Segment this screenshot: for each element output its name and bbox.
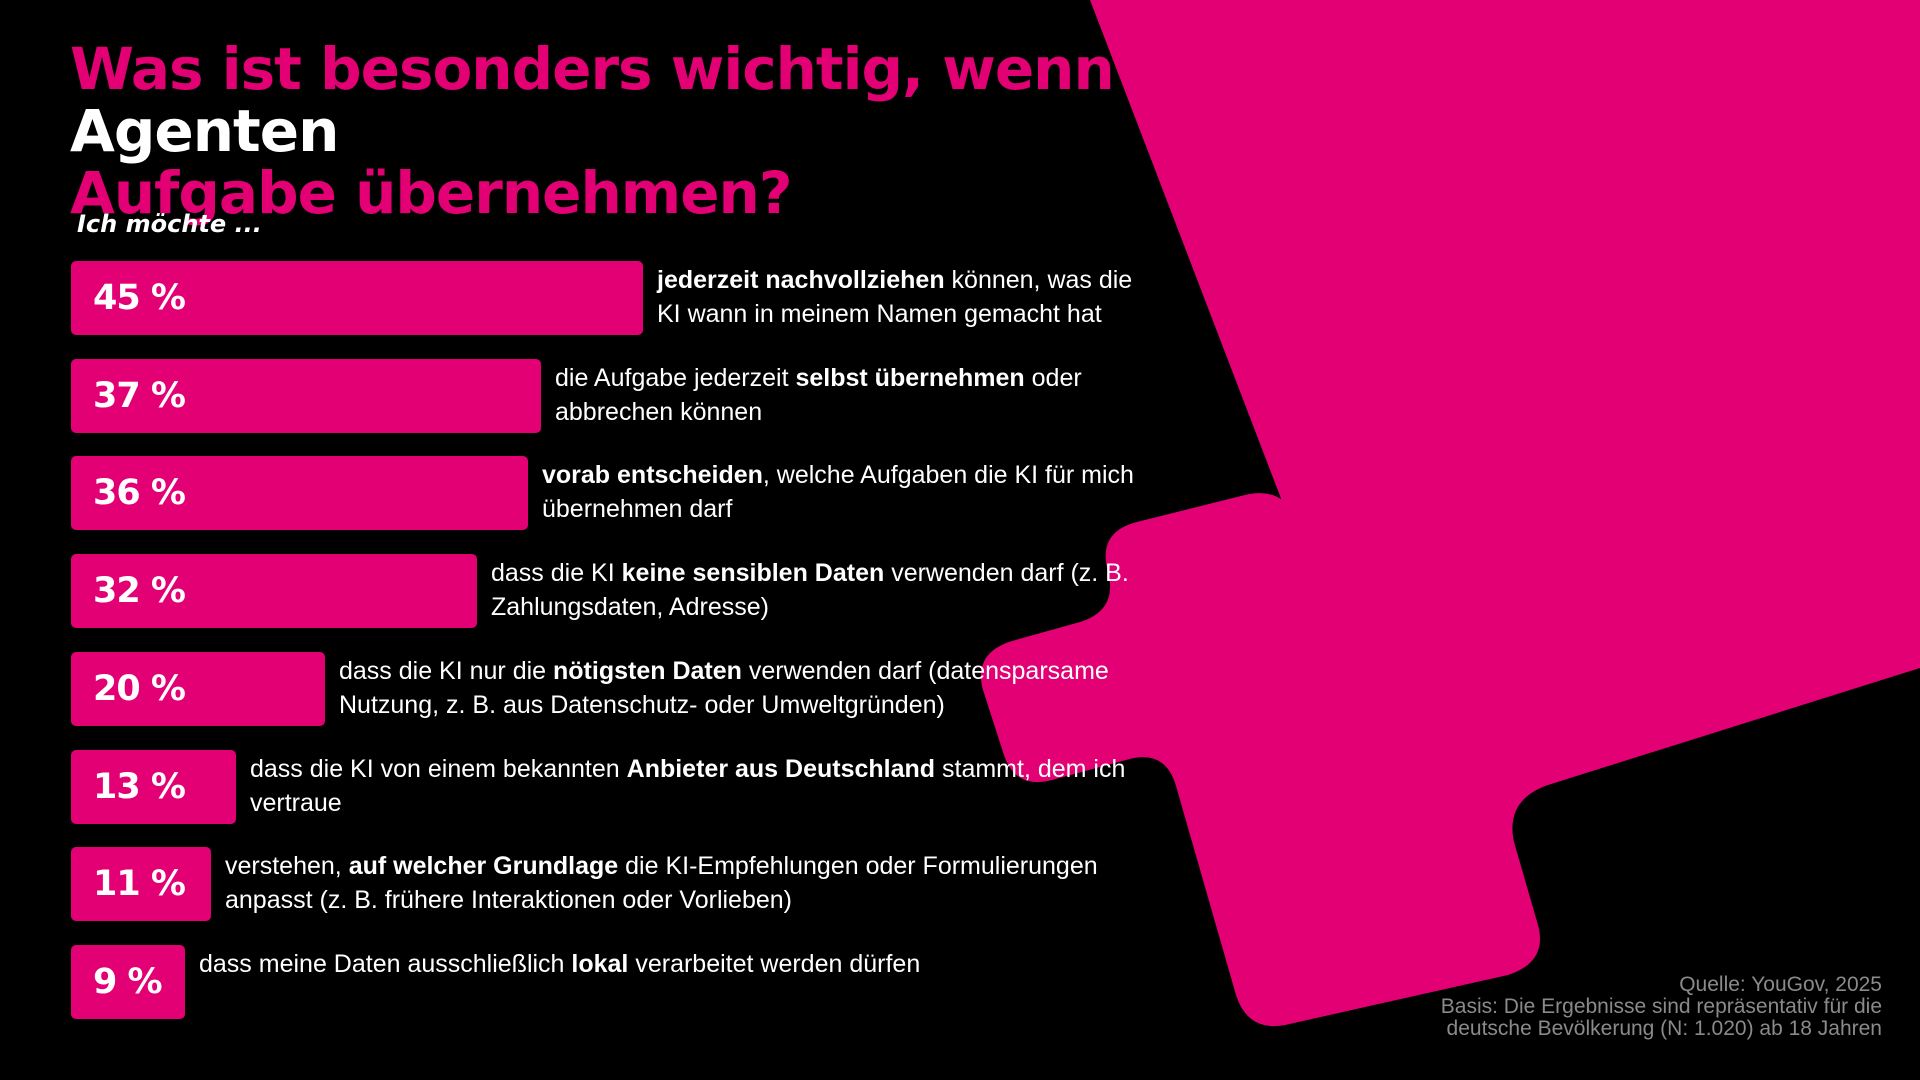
bar-32: 32 %: [71, 554, 477, 628]
bar-value-label: 20 %: [93, 669, 186, 709]
label-text: die KI-Empfehlungen oder Formulierungen …: [225, 852, 1098, 914]
source-line-2: Basis: Die Ergebnisse sind repräsentativ…: [1440, 995, 1882, 1018]
bar-category-label: jederzeit nachvollziehen können, was die…: [657, 263, 1150, 331]
bar-value-label: 11 %: [93, 864, 186, 904]
bar-45: 45 %: [71, 261, 643, 335]
bar-9: 9 %: [71, 945, 185, 1019]
bar-value-label: 32 %: [93, 571, 186, 611]
label-emphasis: Anbieter aus Deutschland: [626, 755, 936, 783]
label-emphasis: jederzeit nachvollziehen: [657, 266, 945, 294]
label-text: dass die KI nur die: [339, 657, 554, 685]
label-text: verstehen,: [225, 852, 349, 880]
bar-37: 37 %: [71, 359, 541, 433]
bar-value-label: 37 %: [93, 376, 186, 416]
label-text: die Aufgabe jederzeit: [555, 364, 796, 392]
bar-11: 11 %: [71, 847, 211, 921]
label-text: können, was die KI wann in meinem Namen …: [657, 266, 1133, 328]
label-text: dass die KI: [491, 559, 622, 587]
bar-36: 36 %: [71, 456, 528, 530]
magenta-shape-main: [980, 0, 1920, 1027]
label-emphasis: selbst übernehmen: [795, 364, 1025, 392]
source-note: Quelle: YouGov, 2025 Basis: Die Ergebnis…: [1441, 974, 1882, 1040]
bar-13: 13 %: [71, 750, 236, 824]
chart-subtitle: Ich möchte ...: [77, 210, 262, 238]
bar-category-label: die Aufgabe jederzeit selbst übernehmen …: [555, 361, 1150, 429]
bar-category-label: dass die KI von einem bekannten Anbieter…: [250, 752, 1150, 820]
bar-value-label: 36 %: [93, 473, 186, 513]
label-text: verwenden darf (datensparsame Nutzung, z…: [339, 657, 1109, 719]
bar-value-label: 45 %: [93, 278, 186, 318]
label-text: verwenden darf (z. B. Zahlungsdaten, Adr…: [491, 559, 1129, 621]
label-text: verarbeitet werden dürfen: [628, 950, 921, 978]
bar-category-label: verstehen, auf welcher Grundlage die KI-…: [225, 849, 1125, 917]
chart-title: Was ist besonders wichtig, wenn KI-Agent…: [70, 38, 1470, 224]
label-emphasis: nötigsten Daten: [553, 657, 742, 685]
label-emphasis: lokal: [571, 950, 629, 978]
label-text: stammt, dem ich vertraue: [250, 755, 1126, 817]
label-emphasis: keine sensiblen Daten: [621, 559, 885, 587]
title-part-1: Was ist besonders wichtig, wenn KI-: [70, 35, 1222, 103]
bar-value-label: 9 %: [93, 962, 163, 1002]
bar-value-label: 13 %: [93, 767, 186, 807]
bar-20: 20 %: [71, 652, 325, 726]
title-part-3: Aufgabe übernehmen?: [70, 159, 792, 227]
title-part-2: Agenten: [70, 97, 339, 165]
bar-category-label: dass die KI nur die nötigsten Daten verw…: [339, 654, 1150, 722]
label-text: oder abbrechen können: [555, 364, 1082, 426]
bar-category-label: dass die KI keine sensiblen Daten verwen…: [491, 556, 1150, 624]
label-text: dass die KI von einem bekannten: [250, 755, 627, 783]
bar-category-label: dass meine Daten ausschließlich lokal ve…: [199, 947, 1099, 981]
label-emphasis: vorab entscheiden: [542, 461, 763, 489]
label-text: dass meine Daten ausschließlich: [199, 950, 572, 978]
source-line-1: Quelle: YouGov, 2025: [1679, 973, 1882, 996]
source-line-3: deutsche Bevölkerung (N: 1.020) ab 18 Ja…: [1446, 1017, 1882, 1040]
label-emphasis: auf welcher Grundlage: [348, 852, 619, 880]
bar-category-label: vorab entscheiden, welche Aufgaben die K…: [542, 458, 1150, 526]
label-text: , welche Aufgaben die KI für mich überne…: [542, 461, 1134, 523]
